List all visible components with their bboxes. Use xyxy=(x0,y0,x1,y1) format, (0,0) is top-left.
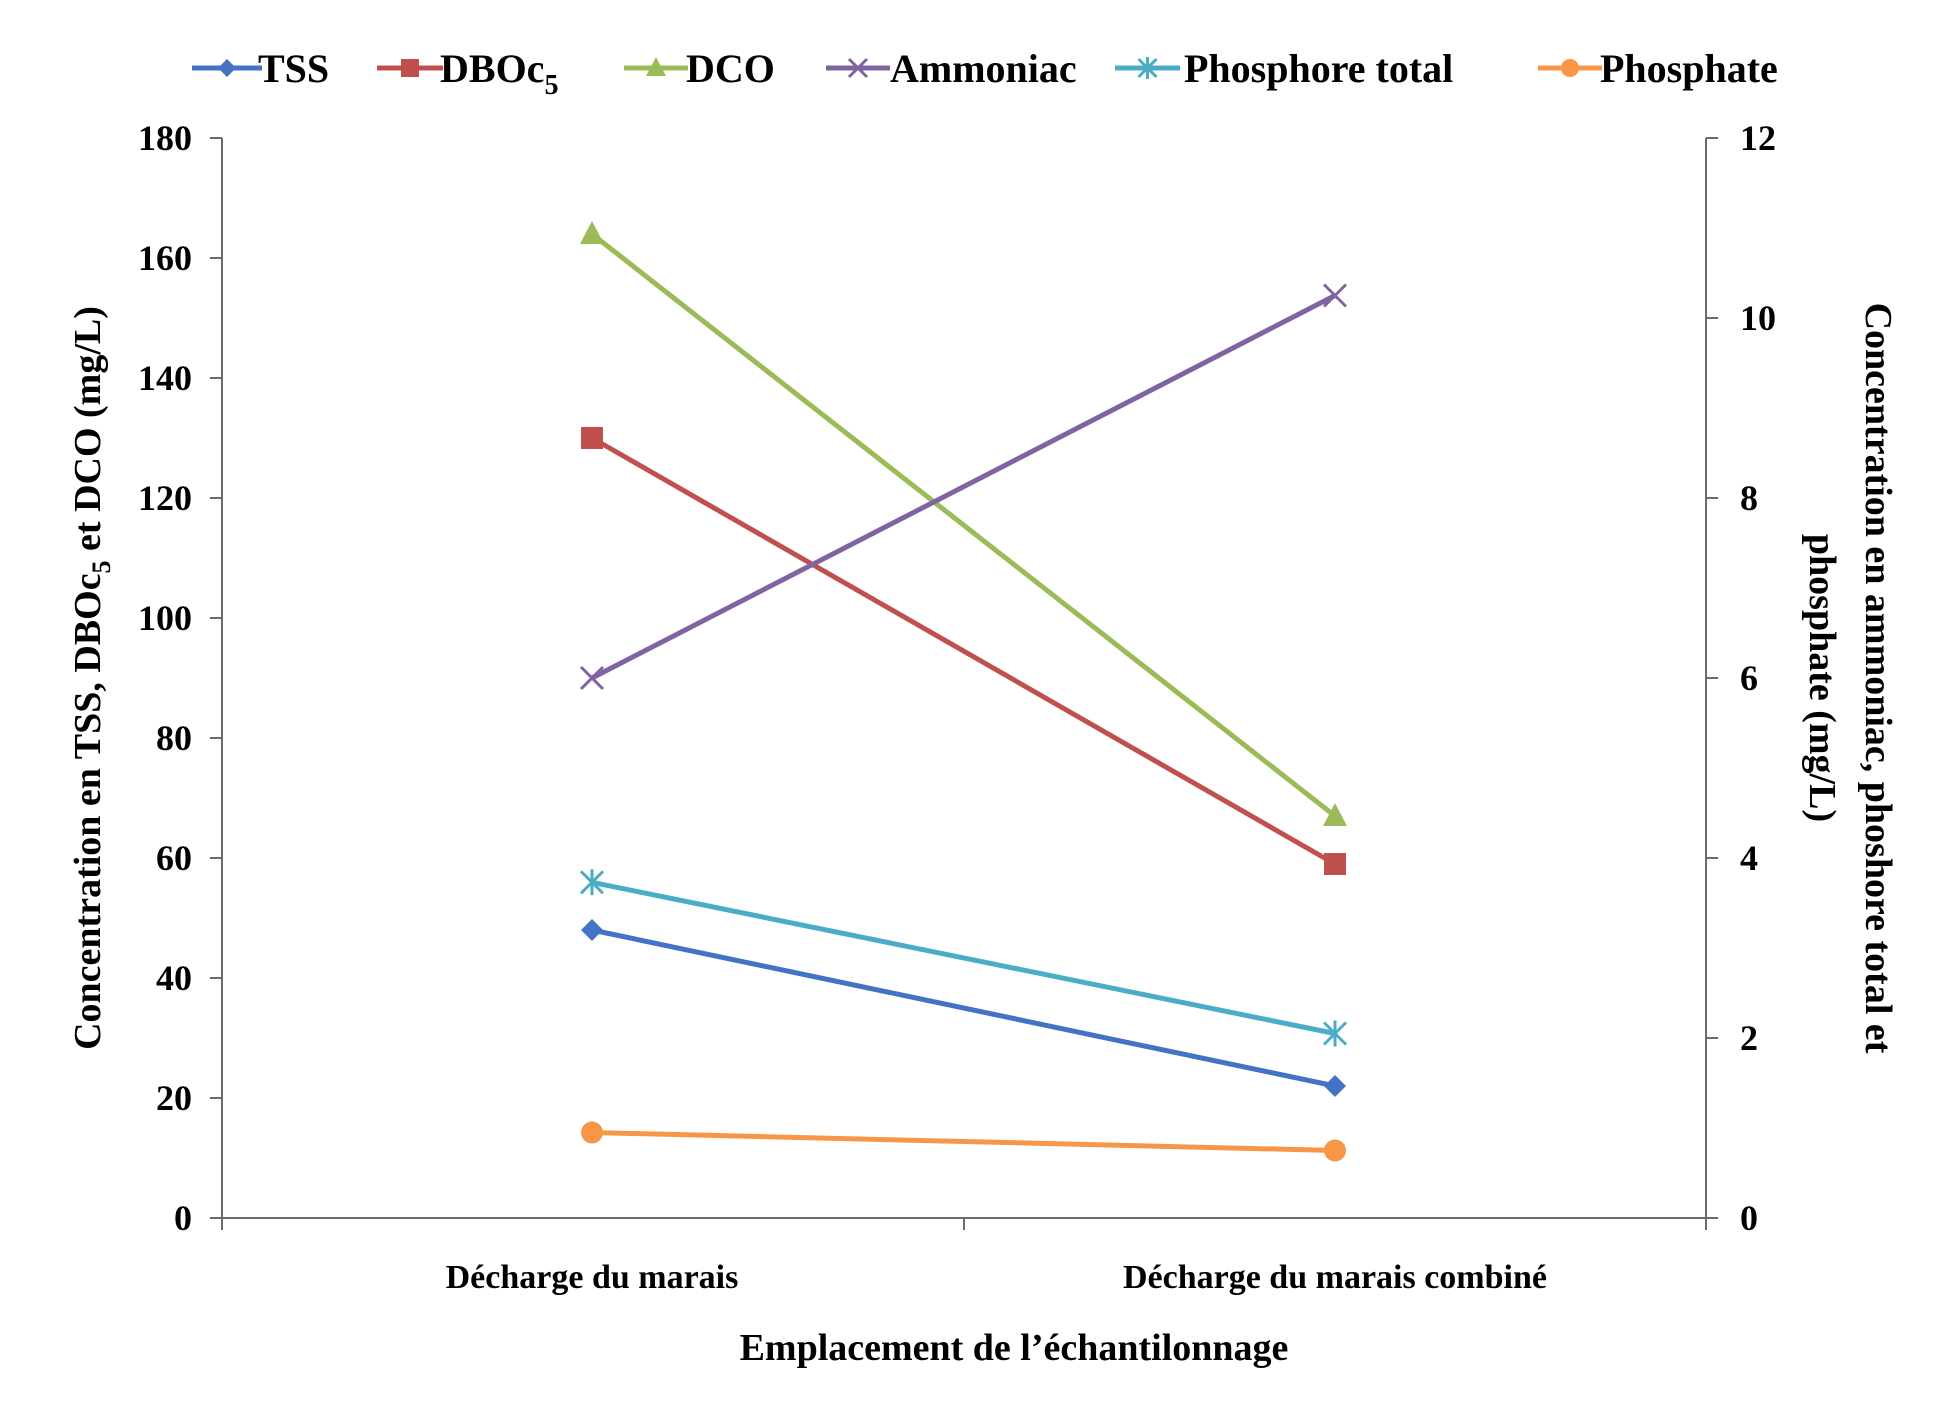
series-line-dco xyxy=(590,232,1337,818)
legend-item-dboc: DBOc5 xyxy=(377,46,558,101)
legend-item-phosphore-total: Phosphore total xyxy=(1115,46,1453,91)
legend-item-ammoniac: Ammoniac xyxy=(826,46,1077,91)
legend-swatch-marker xyxy=(218,59,236,77)
x-axis-title: Emplacement de l’échantilonnage xyxy=(740,1327,1289,1369)
data-point-phosphore-total xyxy=(579,869,605,896)
left-y-tick-label: 20 xyxy=(156,1078,192,1118)
legend-swatch-marker xyxy=(1137,57,1158,79)
data-point-dboc xyxy=(581,427,603,449)
left-y-axis-title: Concentration en TSS, DBOc5 et DCO (mg/L… xyxy=(67,306,116,1050)
x-category-label: Décharge du marais xyxy=(446,1259,739,1296)
left-y-tick-label: 60 xyxy=(156,838,192,878)
axes: 0 20 40 60 80 100 120 140 160 180 0 2 4 6 8 10 12 Décharg… xyxy=(138,118,1776,1296)
legend-label-dboc: DBOc5 xyxy=(440,46,558,101)
right-y-tick-label: 12 xyxy=(1740,118,1776,158)
series-dboc xyxy=(581,427,1346,875)
left-y-tick-label: 80 xyxy=(156,718,192,758)
legend-item-tss: TSS xyxy=(192,46,329,91)
data-point-phosphore-total xyxy=(1322,1020,1348,1047)
legend-label-phosphore-total: Phosphore total xyxy=(1184,46,1453,91)
series-line-phosphate xyxy=(591,1130,1336,1153)
data-point-ammoniac xyxy=(1322,283,1348,308)
data-point-tss xyxy=(581,919,603,941)
data-point-ammoniac xyxy=(579,665,605,691)
data-point-dboc xyxy=(1324,853,1346,875)
series-phosphore-total xyxy=(579,869,1348,1047)
legend-swatch-marker xyxy=(847,57,869,79)
data-point-dco xyxy=(1323,803,1347,826)
data-point-phosphate xyxy=(581,1121,603,1144)
data-point-dco xyxy=(580,221,604,244)
legend-label-phosphate: Phosphate xyxy=(1600,46,1778,91)
series-line-phosphore-total xyxy=(591,879,1336,1036)
series-layer xyxy=(579,221,1348,1162)
right-y-tick-label: 0 xyxy=(1740,1198,1758,1238)
legend-label-dco: DCO xyxy=(686,46,775,91)
left-y-tick-label: 40 xyxy=(156,958,192,998)
series-dco xyxy=(580,221,1347,826)
left-y-tick-label: 160 xyxy=(138,238,192,278)
left-y-tick-label: 100 xyxy=(138,598,192,638)
right-y-tick-label: 6 xyxy=(1740,658,1758,698)
axis-titles: Emplacement de l’échantilonnage Concentra… xyxy=(67,303,1899,1369)
legend-item-phosphate: Phosphate xyxy=(1538,46,1778,91)
right-y-axis-title-line2: phosphate (mg/L) xyxy=(1801,534,1843,822)
left-y-tick-label: 120 xyxy=(138,478,192,518)
legend-label-ammoniac: Ammoniac xyxy=(890,46,1077,91)
right-y-tick-label: 10 xyxy=(1740,298,1776,338)
legend: TSS DBOc5 DCO Ammoniac Phosphore total Phosph… xyxy=(192,46,1778,101)
legend-swatch-marker xyxy=(1561,59,1579,77)
legend-swatch-marker xyxy=(646,57,666,76)
right-y-tick-label: 4 xyxy=(1740,838,1758,878)
right-y-axis-title-line1: Concentration en ammoniac, phoshore tota… xyxy=(1857,303,1899,1054)
series-tss xyxy=(581,919,1346,1097)
left-y-tick-label: 0 xyxy=(174,1198,192,1238)
right-y-tick-label: 8 xyxy=(1740,478,1758,518)
series-ammoniac xyxy=(579,283,1348,691)
right-y-tick-label: 2 xyxy=(1740,1018,1758,1058)
series-line-tss xyxy=(591,927,1336,1089)
left-y-tick-label: 140 xyxy=(138,358,192,398)
data-point-tss xyxy=(1324,1075,1346,1097)
legend-item-dco: DCO xyxy=(624,46,775,91)
left-y-tick-label: 180 xyxy=(138,118,192,158)
legend-swatch-marker xyxy=(401,59,419,77)
legend-label-tss: TSS xyxy=(258,46,329,91)
series-line-ammoniac xyxy=(590,293,1337,681)
x-category-label: Décharge du marais combiné xyxy=(1123,1259,1547,1296)
series-phosphate xyxy=(581,1121,1346,1162)
series-line-dboc xyxy=(590,435,1337,867)
data-point-phosphate xyxy=(1324,1139,1346,1162)
